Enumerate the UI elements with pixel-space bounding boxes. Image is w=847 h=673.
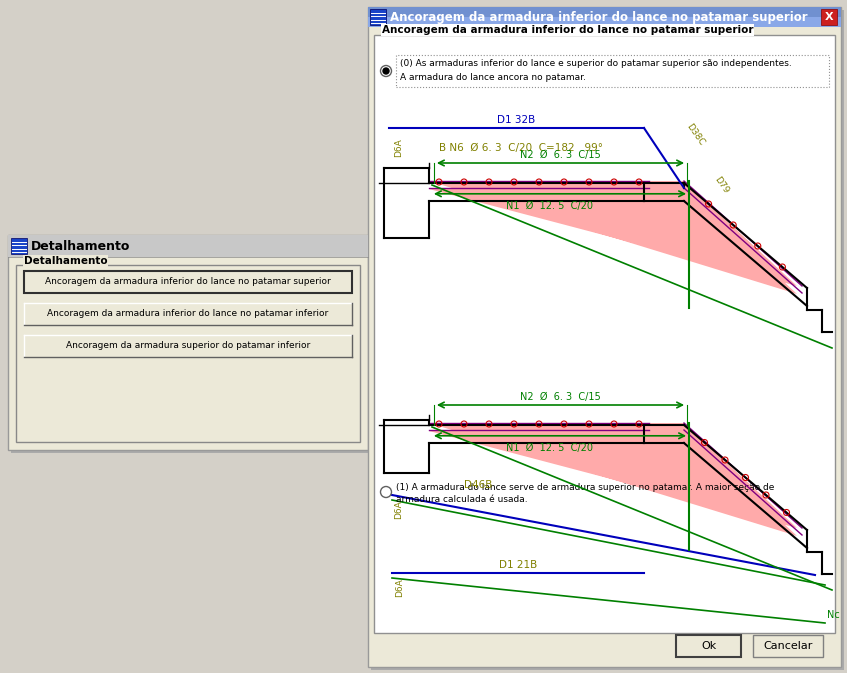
Text: X: X — [825, 12, 833, 22]
Text: B N6  Ø 6. 3  C/20  C=182  .99°: B N6 Ø 6. 3 C/20 C=182 .99° — [439, 143, 603, 153]
Text: Detalhamento: Detalhamento — [24, 256, 108, 266]
Text: Detalhamento: Detalhamento — [31, 240, 130, 252]
Circle shape — [380, 65, 391, 77]
Text: D6A: D6A — [394, 500, 403, 519]
Text: N2  Ø  6. 3  C/15: N2 Ø 6. 3 C/15 — [520, 392, 601, 402]
Text: armadura calculada é usada.: armadura calculada é usada. — [396, 495, 528, 503]
Polygon shape — [429, 423, 797, 536]
Circle shape — [380, 487, 391, 497]
Text: A armadura do lance ancora no patamar.: A armadura do lance ancora no patamar. — [400, 73, 586, 81]
Text: N1  Ø  12. 5  C/20: N1 Ø 12. 5 C/20 — [507, 443, 594, 453]
Bar — [374, 35, 835, 633]
Text: D46B: D46B — [464, 480, 492, 490]
Bar — [371, 10, 844, 670]
Text: Ancoragem da armadura inferior do lance no patamar superior: Ancoragem da armadura inferior do lance … — [382, 25, 754, 35]
Bar — [24, 271, 352, 293]
Bar — [8, 235, 368, 257]
Text: Ancoragem da armadura inferior do lance no patamar superior: Ancoragem da armadura inferior do lance … — [45, 277, 331, 287]
Text: Ancoragem da armadura inferior do lance no patamar superior: Ancoragem da armadura inferior do lance … — [390, 11, 808, 24]
Bar — [753, 635, 823, 657]
Text: D1 32B: D1 32B — [497, 115, 535, 125]
Bar — [8, 235, 368, 450]
Text: Ancoragem da armadura superior do patamar inferior: Ancoragem da armadura superior do patama… — [66, 341, 310, 351]
Bar — [821, 9, 837, 25]
Bar — [16, 265, 360, 442]
Bar — [368, 7, 841, 667]
Bar — [24, 335, 352, 357]
Text: N1  Ø  12. 5  C/20: N1 Ø 12. 5 C/20 — [507, 201, 594, 211]
Text: D6A: D6A — [394, 138, 403, 157]
Circle shape — [383, 68, 389, 74]
Text: (1) A armadura do lance serve de armadura superior no patamar. A maior seção de: (1) A armadura do lance serve de armadur… — [396, 483, 774, 491]
Text: Ancoragem da armadura inferior do lance no patamar inferior: Ancoragem da armadura inferior do lance … — [47, 310, 329, 318]
Text: Nc: Nc — [827, 610, 839, 620]
Text: Cancelar: Cancelar — [763, 641, 812, 651]
Text: Ok: Ok — [700, 641, 716, 651]
Bar — [370, 9, 386, 25]
Bar — [368, 17, 841, 27]
Text: (0) As armaduras inferior do lance e superior do patamar superior são independen: (0) As armaduras inferior do lance e sup… — [400, 59, 792, 69]
Bar — [676, 635, 741, 657]
Text: D79: D79 — [712, 175, 730, 195]
Bar — [368, 7, 841, 27]
Polygon shape — [429, 181, 797, 294]
Text: N2  Ø  6. 3  C/15: N2 Ø 6. 3 C/15 — [520, 150, 601, 160]
Bar — [24, 303, 352, 325]
Text: D38C: D38C — [684, 122, 706, 147]
Bar — [396, 55, 829, 87]
Bar — [11, 238, 27, 254]
Text: D6A: D6A — [395, 578, 404, 597]
Bar — [11, 238, 371, 453]
Text: D1 21B: D1 21B — [499, 560, 537, 570]
